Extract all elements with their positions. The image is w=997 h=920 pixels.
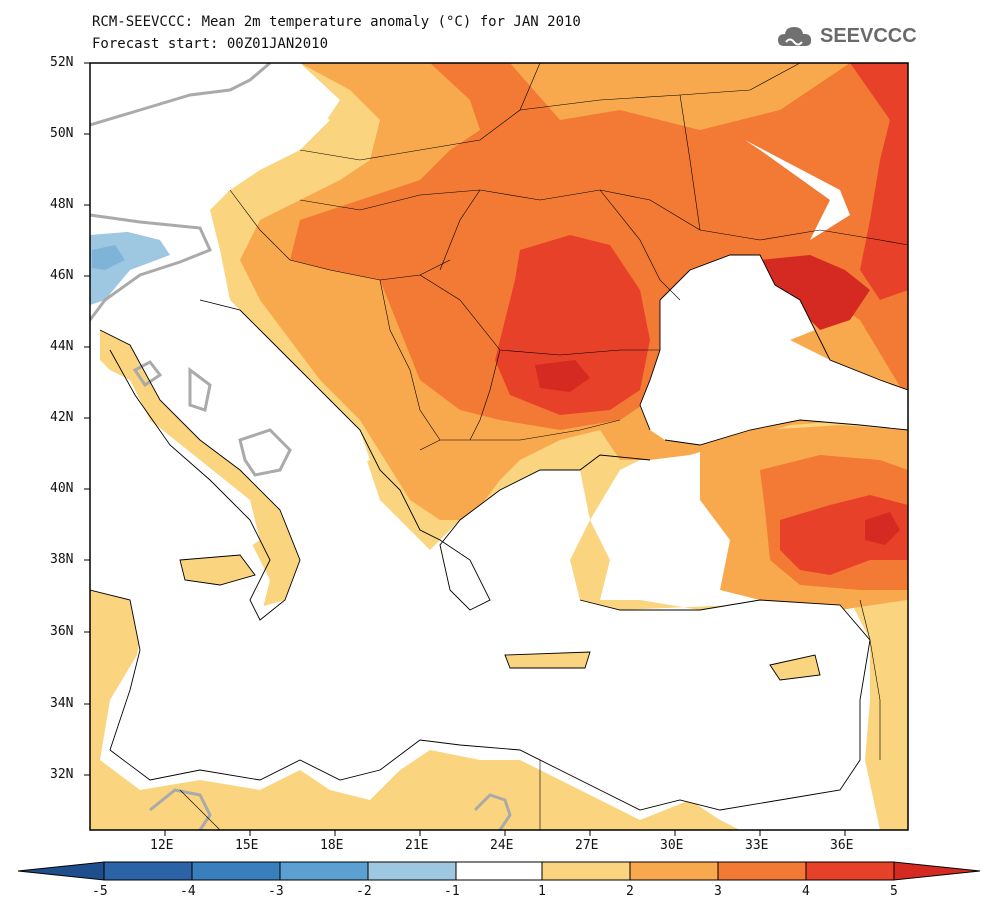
lon-label-24e: 24E — [490, 838, 514, 853]
colorbar-swatch-3-4 — [717, 861, 807, 881]
coastline-crete — [504, 651, 591, 669]
anomaly-band-gt-5-turkey — [865, 512, 900, 545]
adriatic-sea — [200, 300, 370, 470]
lat-label-44n: 44N — [50, 339, 74, 354]
lon-label-33e: 33E — [745, 838, 769, 853]
sea-of-azov-gap — [745, 140, 850, 240]
border-2 — [299, 189, 701, 231]
anomaly-fields — [90, 63, 908, 830]
crete-island — [505, 652, 590, 668]
coastline-cyprus — [769, 654, 821, 681]
zero-contour-africa-1 — [149, 788, 212, 830]
coastline-italy — [99, 329, 301, 621]
border-9 — [439, 189, 481, 271]
zero-contour-adriatic — [238, 428, 292, 477]
anomaly-band-4-5-romania — [495, 235, 650, 415]
colorbar-swatch-neg4-neg3 — [191, 861, 281, 881]
colorbar-arrow-right — [893, 861, 981, 881]
zero-contour-north — [90, 63, 271, 127]
colorbar-label-neg1: -1 — [444, 884, 460, 899]
lat-label-48n: 48N — [50, 197, 74, 212]
lon-label-21e: 21E — [405, 838, 429, 853]
anomaly-band-4-5-turkey — [780, 495, 908, 575]
cloud-icon — [778, 27, 812, 46]
lon-label-18e: 18E — [320, 838, 344, 853]
aegean-mediterranean — [90, 360, 870, 810]
colorbar-swatch-1-2 — [541, 861, 631, 881]
colorbar-label-neg5: -5 — [92, 884, 108, 899]
colorbar-swatch-neg5-neg4 — [103, 861, 193, 881]
coastline-sicily — [179, 554, 256, 586]
border-13 — [679, 94, 701, 231]
anomaly-band-gt-5-bulgaria — [535, 360, 590, 392]
lat-tick-marks — [84, 62, 90, 776]
colorbar-label-4: 4 — [802, 884, 810, 899]
colorbar — [17, 861, 981, 881]
lat-label-34n: 34N — [50, 696, 74, 711]
lat-label-46n: 46N — [50, 268, 74, 283]
colorbar-label-neg2: -2 — [356, 884, 372, 899]
lon-label-30e: 30E — [660, 838, 684, 853]
lat-label-50n: 50N — [50, 126, 74, 141]
border-4 — [419, 274, 660, 356]
zero-contour-alps — [90, 213, 213, 321]
logo-text: SEEVCCC — [820, 24, 917, 47]
anomaly-band-1-2-levant — [865, 620, 908, 830]
forecast-start-label: Forecast start: 00Z01JAN2010 — [92, 36, 329, 52]
colorbar-label-neg3: -3 — [268, 884, 284, 899]
zero-contour-italy-2 — [188, 367, 212, 412]
colorbar-label-2: 2 — [626, 884, 634, 899]
zero-contours — [90, 63, 512, 830]
border-10 — [699, 229, 908, 246]
colorbar-arrow-left — [17, 861, 105, 881]
border-1 — [299, 63, 541, 161]
lat-label-42n: 42N — [50, 410, 74, 425]
colorbar-swatch-neg2-neg1 — [367, 861, 457, 881]
anomaly-band-4-5-ukraine — [850, 63, 908, 300]
lat-label-38n: 38N — [50, 552, 74, 567]
border-6 — [419, 349, 501, 451]
anomaly-band-neg-2-3 — [92, 245, 125, 270]
coastline-balkans — [199, 299, 651, 611]
tyrrhenian-sea — [90, 360, 160, 580]
black-sea — [640, 255, 908, 445]
lon-label-15e: 15E — [235, 838, 259, 853]
border-8 — [599, 189, 681, 301]
lon-label-12e: 12E — [150, 838, 174, 853]
sicily-island — [180, 555, 255, 585]
colorbar-swatch-4-5 — [805, 861, 895, 881]
map-title: RCM-SEEVCCC: Mean 2m temperature anomaly… — [92, 14, 581, 30]
colorbar-label-neg4: -4 — [180, 884, 196, 899]
lat-label-32n: 32N — [50, 767, 74, 782]
map-frame — [89, 62, 909, 831]
anomaly-band-gt-5-crimea — [760, 255, 870, 330]
colorbar-swatch-neg3-neg2 — [279, 861, 369, 881]
border-7 — [470, 419, 621, 441]
colorbar-swatch-neg1-1 — [455, 861, 543, 881]
colorbar-swatch-2-3 — [629, 861, 719, 881]
border-11 — [229, 189, 291, 261]
coastline-tunisia — [90, 589, 141, 751]
border-14 — [859, 599, 881, 760]
border-5 — [379, 279, 441, 441]
colorbar-label-5: 5 — [890, 884, 898, 899]
zero-contour-italy-1 — [132, 360, 163, 388]
lon-label-27e: 27E — [575, 838, 599, 853]
coastline-black-sea — [639, 254, 908, 446]
lon-label-36e: 36E — [830, 838, 854, 853]
colorbar-label-3: 3 — [714, 884, 722, 899]
country-borders — [179, 63, 908, 830]
lat-label-36n: 36N — [50, 624, 74, 639]
border-16 — [179, 789, 221, 830]
lon-tick-marks — [164, 830, 846, 836]
zero-contour-africa-2 — [473, 793, 512, 830]
anomaly-band-1-2-italy — [100, 330, 300, 610]
lat-label-40n: 40N — [50, 481, 74, 496]
lat-label-52n: 52N — [50, 55, 74, 70]
coastline-turkey-south — [579, 599, 871, 641]
cyprus-island — [770, 655, 820, 680]
colorbar-label-1: 1 — [538, 884, 546, 899]
seevccc-logo: SEEVCCC — [776, 22, 917, 50]
